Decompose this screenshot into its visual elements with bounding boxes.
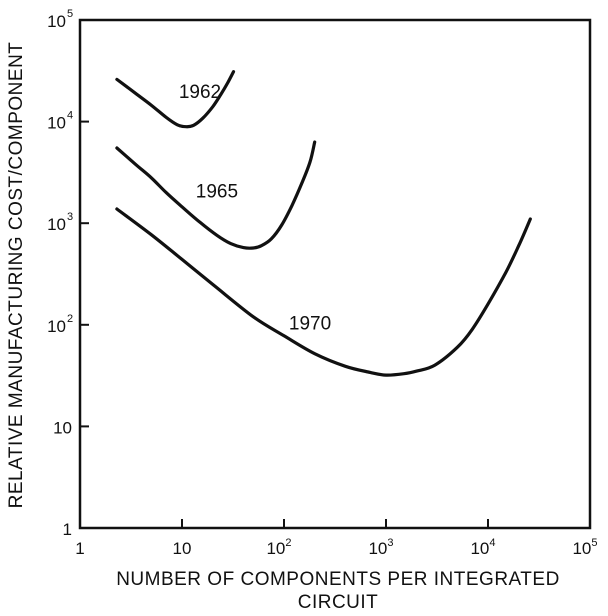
y-tick-exponent: 5 <box>67 8 73 20</box>
y-tick-exponent: 4 <box>67 110 73 122</box>
series-label-1965: 1965 <box>196 181 238 202</box>
x-tick-label: 10 <box>173 539 192 558</box>
series-line-1962 <box>115 70 236 129</box>
y-tick-exponent: 3 <box>67 211 73 223</box>
y-tick-label: 1 <box>63 520 72 539</box>
x-tick-label: 104 <box>470 537 495 558</box>
series-labels: 1962 1965 1970 <box>179 82 331 334</box>
x-axis-title-line-2: CIRCUIT <box>298 592 379 613</box>
series-line-1965 <box>115 140 317 250</box>
y-tick-label: 10 <box>47 12 66 31</box>
y-axis-title: RELATIVE MANUFACTURING COST/COMPONENT <box>6 42 27 509</box>
y-tick-label: 10 <box>53 418 72 437</box>
series-label-1970: 1970 <box>289 313 331 334</box>
x-tick-label: 1 <box>75 539 84 558</box>
x-tick-label: 105 <box>572 537 597 558</box>
x-tick-exponent: 4 <box>489 537 495 549</box>
x-tick-label: 102 <box>266 537 291 558</box>
x-tick-exponent: 3 <box>387 537 393 549</box>
y-tick-label: 10 <box>47 317 66 336</box>
x-tick-exponent: 5 <box>591 537 597 549</box>
y-tick-label: 10 <box>47 114 66 133</box>
x-tick-label: 103 <box>368 537 393 558</box>
plot-frame <box>78 18 592 530</box>
x-axis-title-line-1: NUMBER OF COMPONENTS PER INTEGRATED <box>116 569 560 590</box>
series-line-1970 <box>115 207 532 377</box>
series-label-1962: 1962 <box>179 82 221 103</box>
y-tick-label: 10 <box>47 215 66 234</box>
x-tick-exponent: 2 <box>285 537 291 549</box>
y-tick-exponent: 2 <box>67 313 73 325</box>
series-curves <box>115 70 532 377</box>
